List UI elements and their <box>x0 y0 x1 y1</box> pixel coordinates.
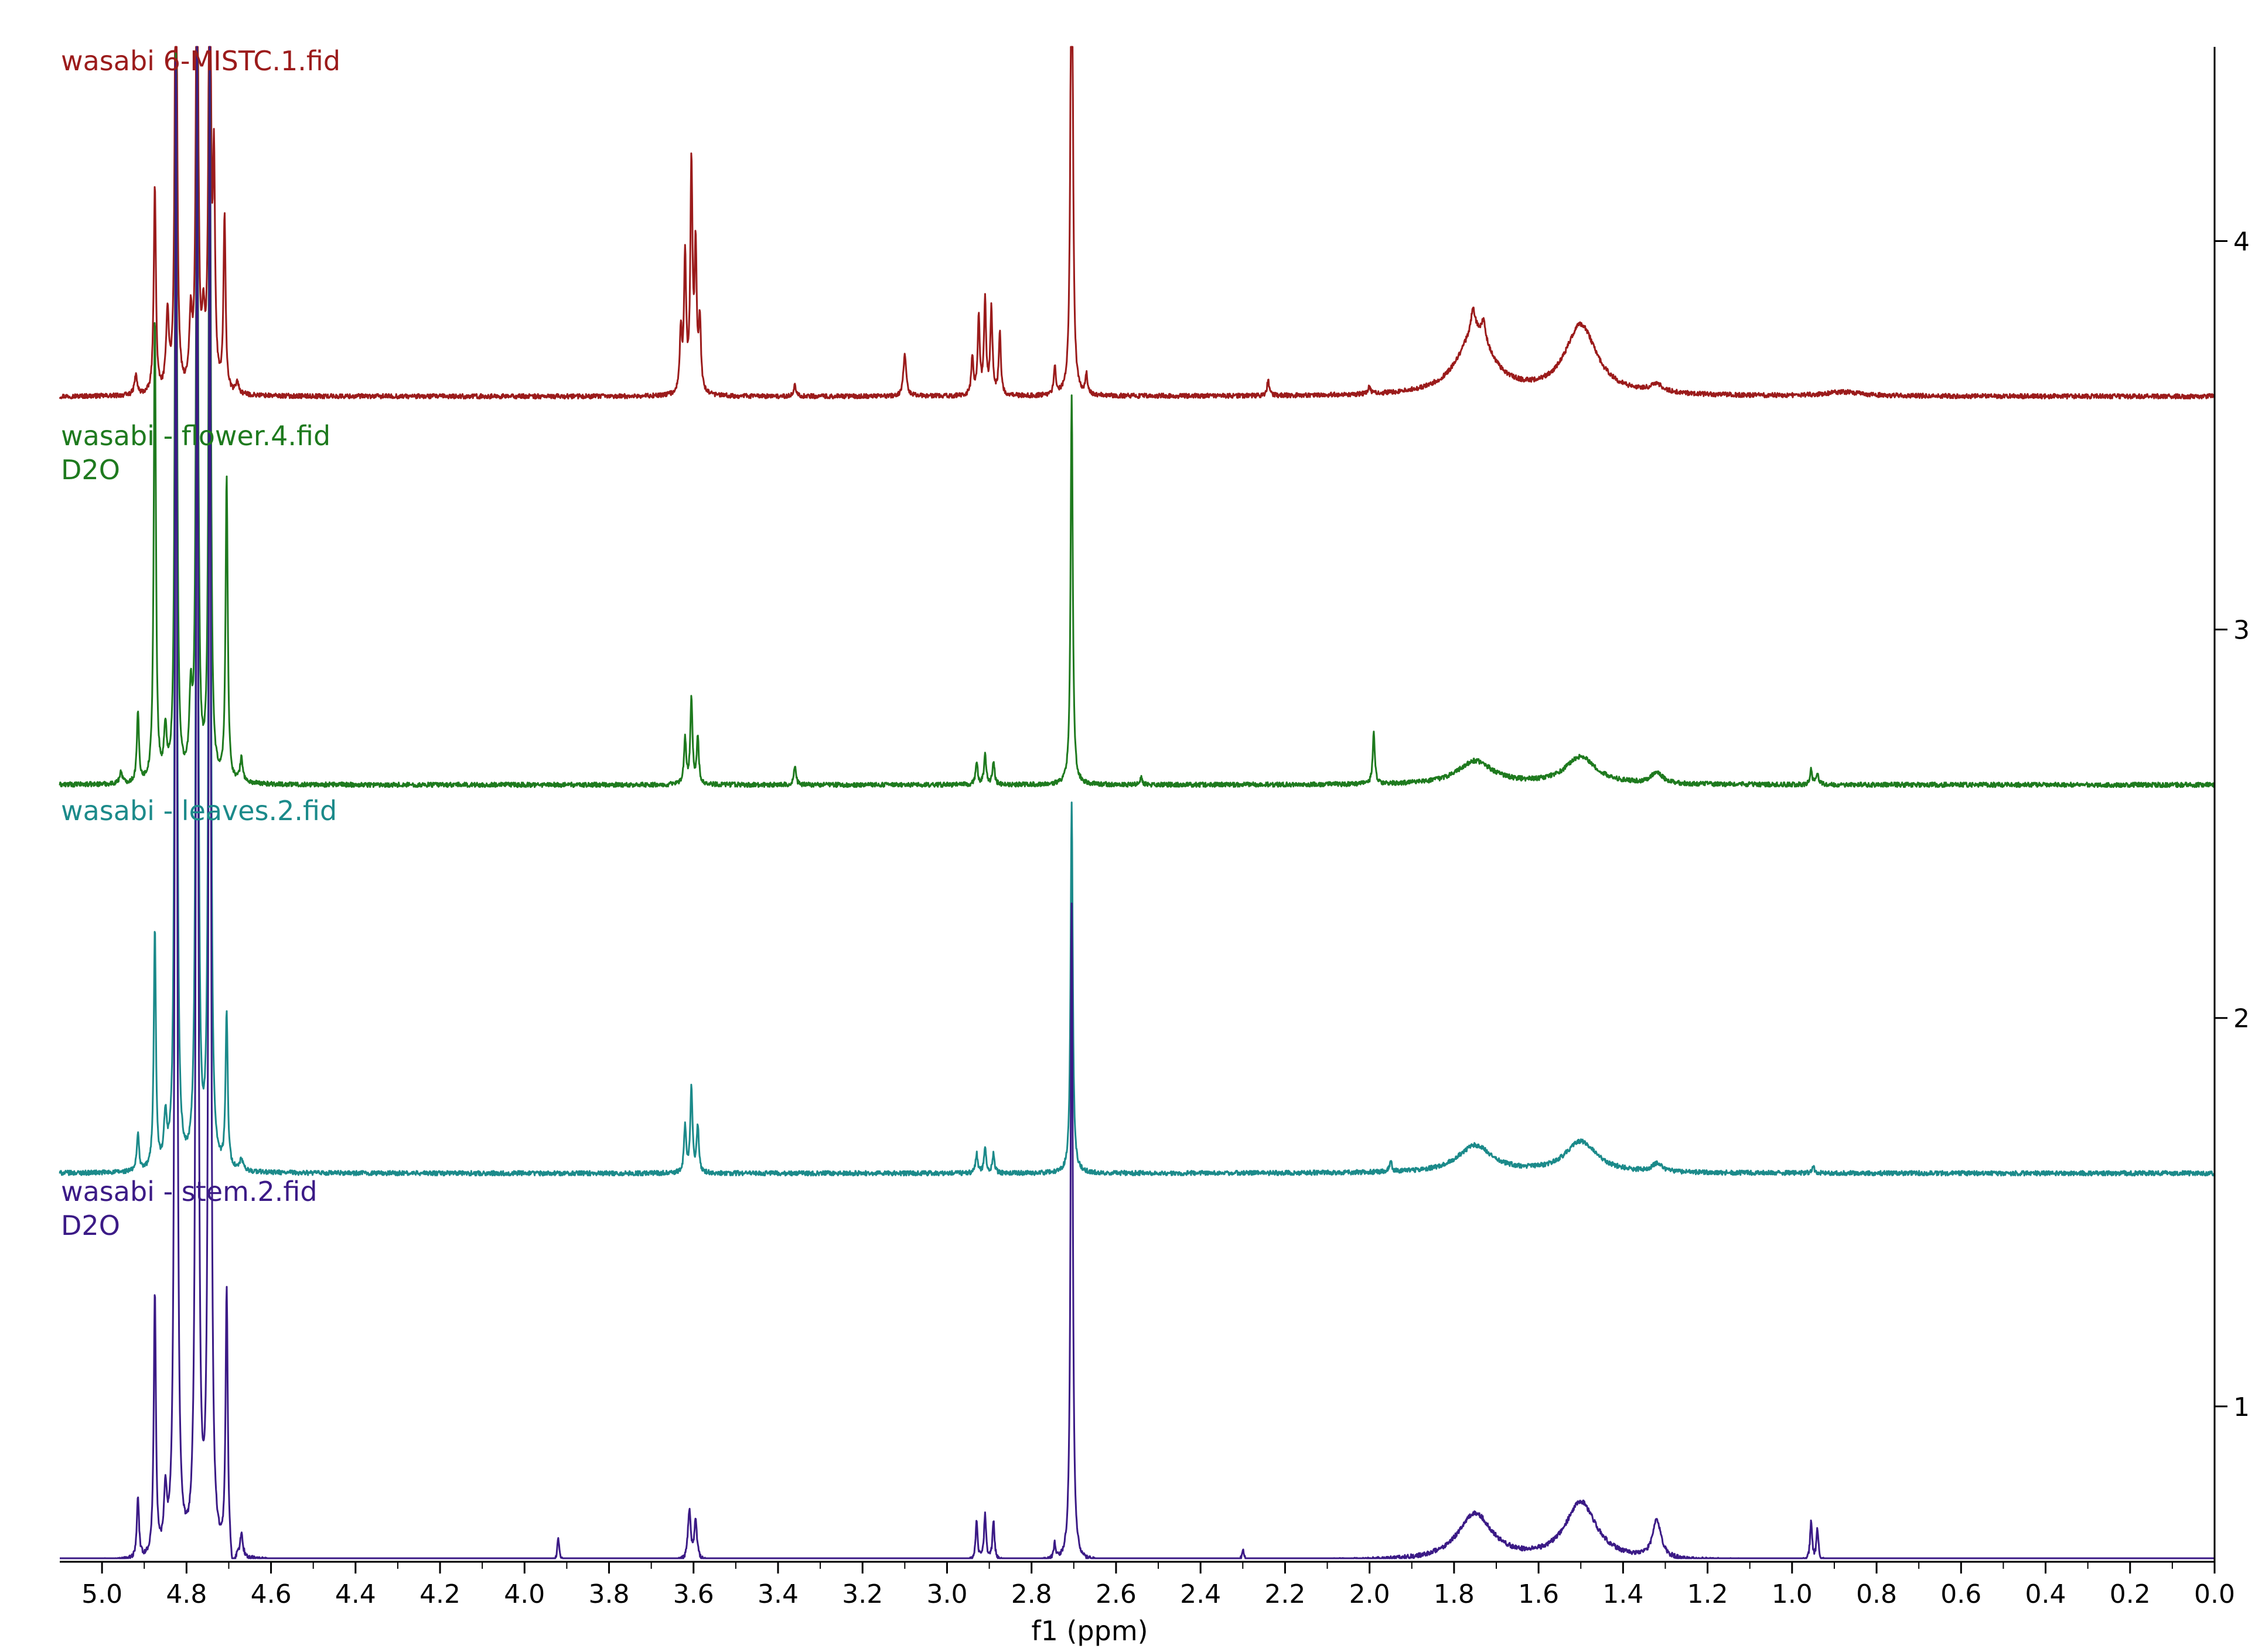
x-tick-label: 3.0 <box>926 1579 967 1609</box>
x-tick-label: 4.6 <box>251 1579 292 1609</box>
y-axis: 1 2 3 4 <box>2213 47 2250 1562</box>
y-tick-label: 1 <box>2233 1392 2250 1422</box>
x-tick-label: 3.8 <box>589 1579 630 1609</box>
x-tick-label: 1.6 <box>1518 1579 1559 1609</box>
spectrum-trace <box>59 46 2216 789</box>
trace-label: wasabi 6-MISTC.1.fid <box>61 45 340 77</box>
x-tick-label: 0.8 <box>1856 1579 1897 1609</box>
x-tick-label: 1.0 <box>1772 1579 1813 1609</box>
x-tick-label: 2.0 <box>1349 1579 1390 1609</box>
trace-label: D2O <box>61 454 120 486</box>
trace-label: wasabi - flower.4.fid <box>61 420 330 452</box>
x-tick-label: 2.2 <box>1264 1579 1305 1609</box>
spectra-traces <box>59 46 2216 1559</box>
x-tick-label: 4.4 <box>335 1579 376 1609</box>
x-tick-label: 1.4 <box>1602 1579 1643 1609</box>
trace-label: wasabi - leaves.2.fid <box>61 795 337 827</box>
x-tick-label: 0.2 <box>2110 1579 2151 1609</box>
x-tick-label: 2.4 <box>1180 1579 1221 1609</box>
x-axis: 5.0 4.8 4.6 4.4 4.2 4.0 3.8 3.6 3.4 3.2 3.0 2.8 2.6 2… <box>60 1561 2235 1647</box>
x-axis-ticks: 5.0 4.8 4.6 4.4 4.2 4.0 3.8 3.6 3.4 3.2 3.0 2.8 2.6 2… <box>81 1562 2235 1609</box>
y-tick-label: 4 <box>2233 227 2250 257</box>
x-tick-label: 3.6 <box>673 1579 714 1609</box>
trace-label: D2O <box>61 1210 120 1241</box>
x-tick-label: 2.6 <box>1096 1579 1137 1609</box>
y-tick-label: 3 <box>2233 616 2250 646</box>
x-tick-label: 2.8 <box>1011 1579 1052 1609</box>
x-tick-label: 4.2 <box>419 1579 460 1609</box>
x-tick-label: 3.2 <box>842 1579 883 1609</box>
spectrum-trace <box>59 46 2215 1559</box>
x-tick-label: 0.4 <box>2025 1579 2066 1609</box>
x-axis-label: f1 (ppm) <box>1031 1615 1148 1647</box>
spectrum-trace <box>59 70 2215 1177</box>
spectrum-trace <box>59 46 2216 400</box>
x-tick-label: 5.0 <box>81 1579 122 1609</box>
trace-labels: wasabi 6-MISTC.1.fid wasabi - flower.4.fi… <box>61 45 340 1241</box>
trace-label: wasabi - stem.2.fid <box>61 1176 318 1207</box>
y-axis-ticks: 1 2 3 4 <box>2215 227 2250 1422</box>
y-tick-label: 2 <box>2233 1004 2250 1034</box>
x-tick-label: 0.0 <box>2194 1579 2235 1609</box>
x-tick-label: 3.4 <box>758 1579 799 1609</box>
x-tick-label: 1.8 <box>1434 1579 1475 1609</box>
x-tick-label: 1.2 <box>1687 1579 1728 1609</box>
x-tick-label: 4.8 <box>166 1579 207 1609</box>
x-tick-label: 0.6 <box>1940 1579 1981 1609</box>
x-tick-label: 4.0 <box>504 1579 545 1609</box>
